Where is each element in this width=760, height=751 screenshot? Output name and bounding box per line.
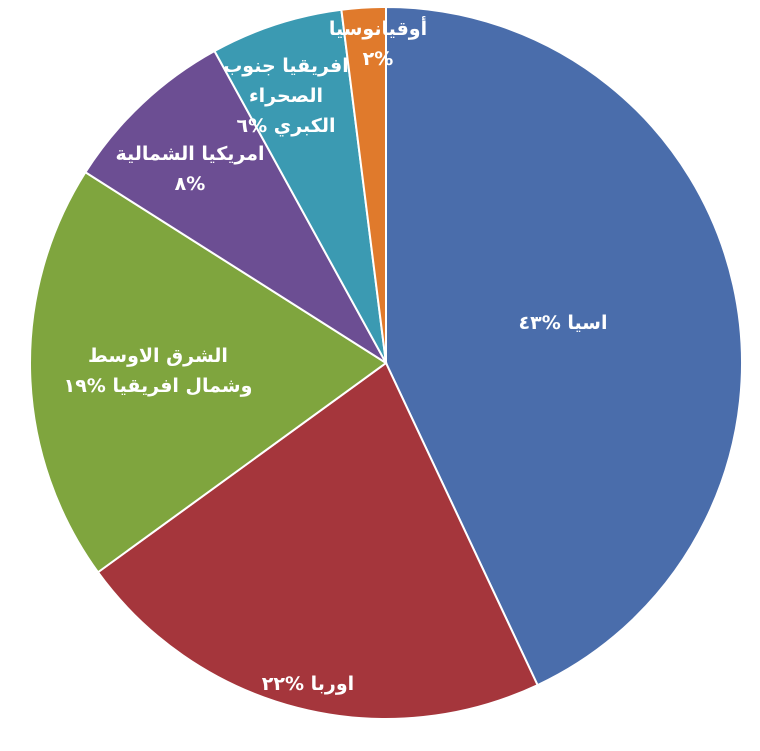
slice-label: اسيا %٤٣ [519,312,608,334]
pie-slice [84,49,387,364]
pie-slices [29,5,744,720]
pie-slice [213,8,387,364]
slice-label-line: اسيا %٤٣ [519,312,608,334]
slice-label-line: امريكيا الشمالية [115,143,264,165]
slice-label-line: وشمال افريقيا %١٩ [64,375,253,397]
slice-label-line: الصحراء [249,85,323,107]
slice-label-line: %٢ [363,48,394,70]
pie-slice [340,5,387,364]
pie-slice [385,5,744,687]
slice-label: اوربا %٢٢ [262,673,354,695]
slice-label: الشرق الاوسط وشمال افريقيا %١٩ [64,345,253,397]
slice-label: افريقيا جنوب الصحراء الكبري %٦ [223,55,349,138]
pie-slice [96,361,539,720]
pie-slice [29,170,388,574]
slice-label-line: %٨ [175,173,206,195]
slice-label-line: اوربا %٢٢ [262,673,354,695]
slice-label-line: افريقيا جنوب [223,55,349,77]
slice-label-line: أوقيانوسيا [329,16,427,40]
slice-label: أوقيانوسيا %٢ [329,16,427,70]
slice-label-line: الشرق الاوسط [88,345,228,367]
slice-label-line: الكبري %٦ [237,115,336,138]
slice-label: امريكيا الشمالية %٨ [115,143,264,195]
pie-labels: اسيا %٤٣ اوربا %٢٢ الشرق الاوسط وشمال افريق… [64,16,608,695]
